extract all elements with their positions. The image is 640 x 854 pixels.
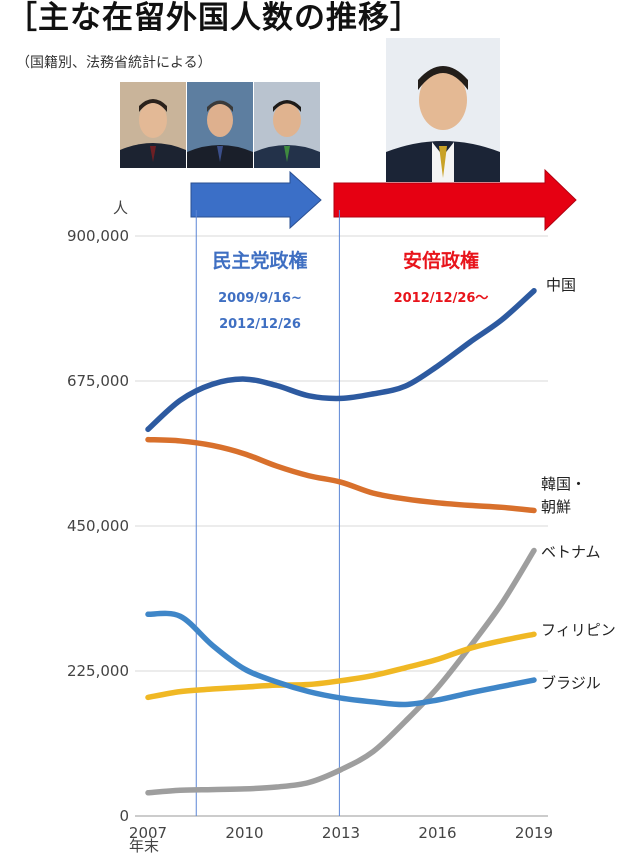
page-title: ［主な在留外国人数の推移］	[6, 0, 422, 36]
dpj-era-end: 2012/12/26	[219, 317, 301, 332]
y-axis-ticks: 0 225,000 450,000 675,000 900,000	[67, 227, 129, 825]
series-label-china: 中国	[546, 276, 576, 294]
series-lines	[145, 288, 537, 796]
portrait-photo-4	[386, 38, 500, 182]
y-tick-label: 900,000	[67, 227, 129, 245]
series-line-philippines	[145, 631, 537, 701]
series-label-korea-line1: 韓国・	[541, 475, 586, 493]
arrow-blue	[190, 170, 322, 230]
series-line-korea	[145, 436, 537, 514]
portrait-photo-3	[254, 82, 320, 168]
x-axis-label: 年末	[129, 837, 159, 854]
dpj-era-label: 民主党政権	[212, 249, 307, 272]
x-axis-ticks: 2007 2010 2013 2016 2019	[129, 824, 553, 842]
series-label-korea: 韓国・ 朝鮮	[541, 475, 591, 516]
series-line-china	[145, 288, 537, 433]
grid-lines	[135, 235, 548, 817]
portrait-photo-1	[120, 82, 186, 168]
series-label-brazil: ブラジル	[541, 674, 601, 692]
x-tick-label: 2019	[515, 824, 553, 842]
series-label-vietnam: ベトナム	[541, 543, 601, 561]
y-tick-label: 0	[119, 807, 129, 825]
x-tick-label: 2010	[225, 824, 263, 842]
series-line-brazil	[145, 610, 537, 708]
abe-era-label: 安倍政権	[403, 249, 479, 272]
x-tick-label: 2013	[322, 824, 360, 842]
page-subtitle: （国籍別、法務省統計による）	[16, 55, 212, 71]
arrow-red	[333, 168, 577, 232]
series-label-korea-line2: 朝鮮	[541, 498, 571, 516]
x-tick-label: 2007	[129, 824, 167, 842]
series-line-vietnam	[145, 547, 537, 796]
portrait-photo-2	[187, 82, 253, 168]
y-tick-label: 675,000	[67, 372, 129, 390]
dpj-era-start: 2009/9/16~	[218, 291, 302, 306]
series-label-philippines: フィリピン	[541, 621, 616, 639]
abe-era-period: 2012/12/26～	[394, 291, 489, 306]
era-boundaries	[195, 210, 340, 816]
x-tick-label: 2016	[418, 824, 456, 842]
y-tick-label: 225,000	[67, 662, 129, 680]
y-tick-label: 450,000	[67, 517, 129, 535]
y-axis-unit: 人	[113, 199, 128, 217]
